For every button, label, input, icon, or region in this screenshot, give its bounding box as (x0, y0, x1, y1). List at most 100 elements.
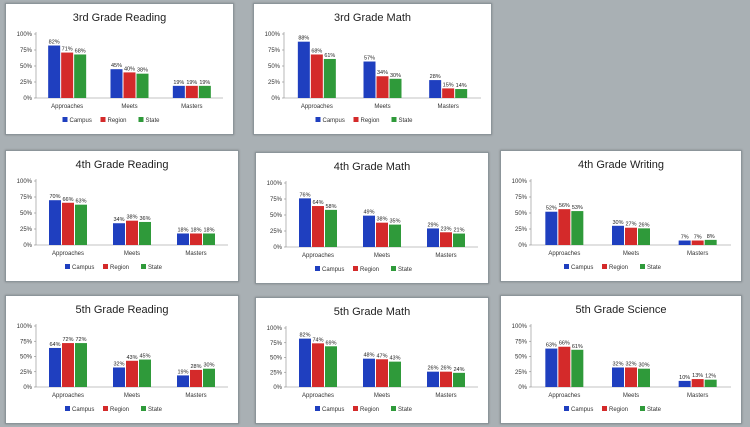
data-label: 30% (203, 363, 214, 369)
x-category-label: Meets (124, 251, 140, 257)
y-tick-label: 25% (270, 229, 283, 235)
y-tick-label: 75% (20, 195, 33, 201)
bar-region-approaches (62, 202, 74, 245)
legend-swatch-campus (564, 264, 569, 269)
bar-region-masters (691, 240, 704, 245)
legend-label-state: State (146, 118, 161, 124)
legend-label-region: Region (609, 265, 628, 271)
data-label: 21% (453, 228, 464, 234)
data-label: 58% (325, 204, 336, 210)
bar-campus-meets (363, 358, 375, 387)
bar-state-meets (139, 221, 151, 245)
legend-label-campus: Campus (70, 118, 92, 124)
data-label: 15% (443, 82, 454, 88)
x-category-label: Masters (185, 251, 206, 257)
data-label: 63% (75, 199, 86, 205)
data-label: 45% (111, 63, 122, 69)
y-tick-label: 25% (515, 227, 528, 233)
legend-swatch-region (353, 117, 359, 122)
data-label: 30% (612, 220, 623, 226)
bar-region-approaches (312, 206, 324, 247)
bar-region-meets (625, 227, 637, 245)
data-label: 72% (62, 337, 73, 343)
legend-label-state: State (148, 407, 163, 413)
y-tick-label: 75% (270, 341, 283, 347)
y-tick-label: 50% (270, 356, 283, 362)
data-label: 40% (124, 66, 135, 72)
data-label: 43% (389, 356, 400, 362)
legend-swatch-region (103, 406, 108, 411)
legend-label-state: State (647, 265, 662, 271)
y-tick-label: 75% (515, 339, 528, 345)
data-label: 61% (572, 344, 583, 350)
bar-region-approaches (558, 209, 571, 245)
bar-campus-approaches (49, 347, 61, 387)
data-label: 68% (75, 48, 86, 54)
x-category-label: Meets (121, 104, 137, 110)
y-tick-label: 25% (270, 370, 283, 376)
chart-card-3rd-grade-math: 3rd Grade Math 0% 25% 50% 75% 100% 88% 68% 61% Ap… (253, 3, 492, 135)
chart-card-4th-grade-math: 4th Grade Math 0% 25% 50% 75% 100% 76% 64% 58% Ap… (255, 152, 489, 284)
x-category-label: Approaches (52, 251, 84, 257)
y-tick-label: 50% (515, 211, 528, 217)
y-tick-label: 50% (270, 213, 283, 219)
data-label: 14% (456, 83, 467, 89)
y-tick-label: 75% (270, 197, 283, 203)
data-label: 70% (49, 194, 60, 200)
legend-label-campus: Campus (571, 407, 593, 413)
bar-state-meets (136, 73, 149, 98)
bar-campus-approaches (299, 198, 311, 247)
data-label: 68% (311, 48, 322, 54)
x-category-label: Meets (124, 393, 140, 399)
x-category-label: Masters (181, 104, 202, 110)
legend-swatch-state (138, 117, 144, 122)
x-category-label: Meets (623, 393, 639, 399)
bar-campus-masters (172, 85, 185, 98)
bar-region-meets (126, 360, 138, 387)
bar-state-meets (139, 359, 151, 387)
legend-label-campus: Campus (571, 265, 593, 271)
y-tick-label: 25% (268, 80, 281, 86)
data-label: 63% (546, 343, 557, 349)
x-category-label: Approaches (52, 393, 84, 399)
data-label: 57% (364, 56, 375, 62)
data-label: 32% (113, 361, 124, 367)
legend-label-campus: Campus (323, 118, 345, 124)
y-tick-label: 100% (17, 32, 33, 38)
x-category-label: Approaches (51, 104, 83, 110)
bar-campus-meets (363, 215, 375, 247)
y-tick-label: 0% (271, 96, 280, 102)
data-label: 13% (692, 373, 703, 379)
bar-region-approaches (61, 52, 74, 98)
y-tick-label: 100% (265, 32, 281, 38)
data-label: 27% (625, 222, 636, 228)
legend-swatch-region (602, 264, 607, 269)
bar-state-masters (203, 368, 215, 387)
y-tick-label: 50% (20, 211, 33, 217)
data-label: 49% (363, 210, 374, 216)
chart-title: 4th Grade Writing (578, 159, 664, 171)
bar-campus-approaches (299, 338, 311, 387)
legend-label-campus: Campus (72, 407, 94, 413)
data-label: 7% (681, 235, 689, 241)
legend-label-campus: Campus (72, 265, 94, 271)
bar-region-approaches (310, 54, 323, 98)
y-tick-label: 75% (515, 195, 528, 201)
bar-campus-approaches (297, 41, 310, 98)
bar-campus-approaches (545, 348, 558, 387)
chart-title: 3rd Grade Math (334, 12, 411, 24)
data-label: 45% (139, 354, 150, 360)
y-tick-label: 25% (20, 227, 33, 233)
bar-region-meets (376, 359, 388, 387)
x-category-label: Masters (435, 253, 456, 259)
data-label: 48% (363, 353, 374, 359)
x-category-label: Masters (687, 251, 708, 257)
chart-5th-grade-math: 5th Grade Math 0% 25% 50% 75% 100% 82%74% 69% Ap… (267, 306, 478, 413)
bar-campus-meets (113, 367, 125, 387)
y-tick-label: 25% (515, 370, 528, 376)
data-label: 56% (559, 203, 570, 209)
data-label: 47% (376, 353, 387, 359)
data-label: 29% (427, 222, 438, 228)
data-label: 18% (177, 227, 188, 233)
y-tick-label: 100% (267, 181, 283, 187)
